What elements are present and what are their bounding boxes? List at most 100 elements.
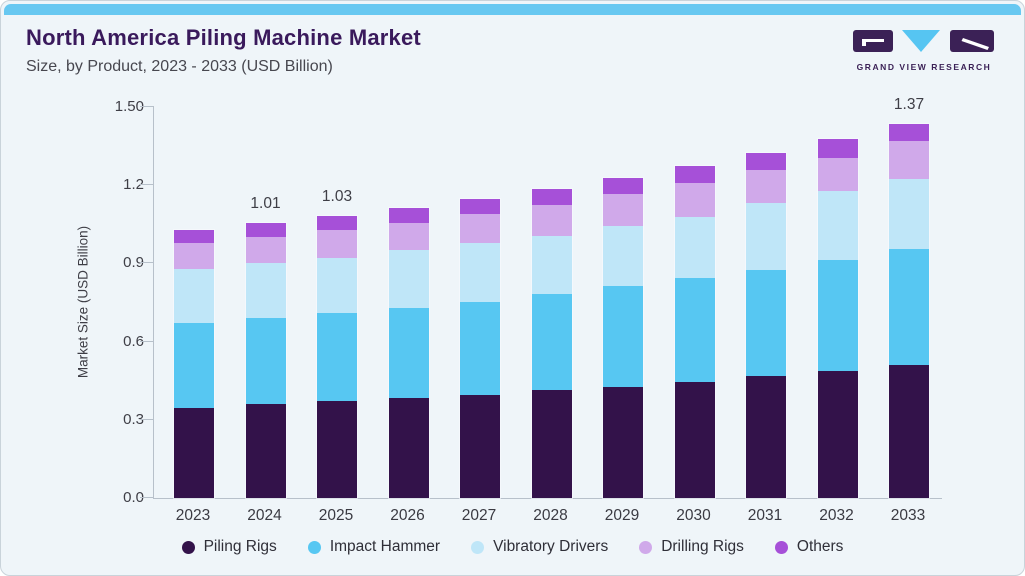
legend-label: Vibratory Drivers — [493, 538, 609, 555]
gvr-logo-text: GRAND VIEW RESEARCH — [856, 62, 992, 72]
bar-segment-2023 — [174, 269, 214, 324]
x-tick-label-2030: 2030 — [676, 507, 711, 524]
legend-item-vibratory-drivers: Vibratory Drivers — [471, 538, 608, 556]
bar-segment-2027 — [460, 242, 500, 302]
bar-segment-2033 — [889, 123, 929, 141]
bar-segment-2032 — [817, 138, 858, 158]
legend-dot-icon — [181, 540, 195, 554]
legend-dot-icon — [774, 540, 788, 554]
bar-segment-2026 — [388, 307, 429, 399]
bar-segment-2024 — [245, 236, 286, 263]
y-tick-label: 0.9 — [123, 254, 144, 272]
legend-dot-icon — [639, 540, 653, 554]
bar-segment-2026 — [388, 222, 429, 251]
bar-segment-2032 — [817, 260, 858, 371]
bar-2024 — [245, 223, 286, 498]
legend-item-impact-hammer: Impact Hammer — [307, 538, 440, 556]
page-subtitle: Size, by Product, 2023 - 2033 (USD Billi… — [26, 58, 333, 75]
bar-segment-2027 — [460, 198, 500, 214]
bar-segment-2025 — [317, 313, 357, 402]
bar-segment-2030 — [674, 216, 715, 278]
bar-segment-2031 — [746, 169, 786, 204]
bar-2033 — [889, 123, 929, 498]
bar-2032 — [817, 138, 858, 498]
legend-label: Others — [796, 538, 844, 555]
legend-label: Drilling Rigs — [661, 538, 744, 555]
bar-total-label-2033: 1.37 — [893, 95, 925, 113]
x-tick-label-2028: 2028 — [533, 507, 568, 524]
bar-segment-2031 — [746, 376, 786, 498]
x-tick-label-2024: 2024 — [247, 507, 282, 524]
legend-dot-icon — [307, 540, 321, 554]
bar-segment-2026 — [388, 207, 429, 223]
legend-item-piling-rigs: Piling Rigs — [181, 538, 277, 556]
bar-segment-2024 — [245, 317, 286, 405]
y-tick-label: 1.50 — [114, 98, 144, 115]
y-tick-mark — [140, 418, 154, 420]
bar-segment-2033 — [889, 178, 929, 250]
bar-segment-2030 — [674, 381, 715, 498]
bar-segment-2025 — [317, 230, 357, 258]
bar-total-label-2024: 1.01 — [250, 195, 281, 212]
x-axis-tick-labels: 2023 2024 2025 2026 2027 2028 2029 2030 2031 2032… — [153, 507, 941, 527]
y-tick-label: 1.2 — [123, 176, 144, 194]
bar-segment-2029 — [603, 286, 643, 387]
x-tick-label-2026: 2026 — [390, 507, 425, 524]
y-tick-mark — [140, 497, 154, 498]
bar-segment-2032 — [817, 157, 858, 191]
bar-segment-2023 — [174, 323, 214, 408]
bar-segment-2031 — [746, 152, 786, 170]
bar-segment-2024 — [245, 404, 286, 498]
bar-segment-2030 — [674, 165, 715, 183]
bar-segment-2023 — [174, 230, 214, 244]
bar-segment-2025 — [317, 216, 357, 231]
bar-segment-2029 — [603, 194, 643, 227]
y-tick-label: 0.0 — [123, 489, 144, 506]
bar-2026 — [388, 207, 429, 498]
bar-2023 — [174, 230, 214, 498]
bar-segment-2031 — [746, 203, 786, 270]
bar-segment-2029 — [603, 177, 643, 195]
bar-segment-2026 — [388, 250, 429, 308]
bar-segment-2031 — [746, 269, 786, 377]
bar-2028 — [531, 188, 572, 498]
x-tick-label-2025: 2025 — [318, 507, 354, 524]
bar-segment-2028 — [531, 204, 572, 236]
legend-item-others: Others — [774, 538, 844, 556]
x-tick-label-2027: 2027 — [461, 507, 497, 524]
bar-segment-2029 — [603, 386, 643, 498]
plot-area: 1.01 1.03 1.37 — [140, 96, 942, 499]
x-tick-label-2029: 2029 — [604, 507, 640, 524]
bar-segment-2032 — [817, 370, 858, 498]
y-tick-mark — [140, 184, 154, 186]
gvr-logo: GRAND VIEW RESEARCH — [853, 29, 995, 72]
bar-segment-2028 — [531, 294, 572, 391]
bar-segment-2028 — [531, 390, 572, 498]
legend-dot-icon — [471, 540, 485, 554]
x-tick-label-2032: 2032 — [819, 507, 854, 524]
x-tick-label-2033: 2033 — [890, 507, 926, 524]
x-tick-label-2031: 2031 — [747, 507, 783, 524]
top-accent-bar — [4, 4, 1021, 15]
legend-label: Piling Rigs — [203, 538, 277, 555]
bar-segment-2026 — [388, 398, 429, 498]
bar-segment-2024 — [245, 262, 286, 318]
bar-total-label-2025: 1.03 — [321, 187, 353, 205]
bar-segment-2033 — [889, 365, 929, 498]
x-tick-label-2023: 2023 — [175, 507, 211, 524]
bar-segment-2030 — [674, 277, 715, 382]
y-tick-mark — [140, 340, 154, 342]
bar-segment-2033 — [889, 140, 929, 179]
bar-segment-2028 — [531, 235, 572, 295]
bar-segment-2025 — [317, 401, 357, 498]
bar-2027 — [460, 198, 500, 498]
y-tick-mark — [140, 262, 154, 264]
bar-segment-2033 — [889, 249, 929, 366]
bar-2030 — [674, 165, 715, 498]
y-tick-mark — [140, 106, 154, 107]
bar-segment-2029 — [603, 226, 643, 287]
bar-segment-2028 — [531, 188, 572, 205]
bar-2029 — [603, 177, 643, 498]
bar-2025 — [317, 216, 357, 498]
